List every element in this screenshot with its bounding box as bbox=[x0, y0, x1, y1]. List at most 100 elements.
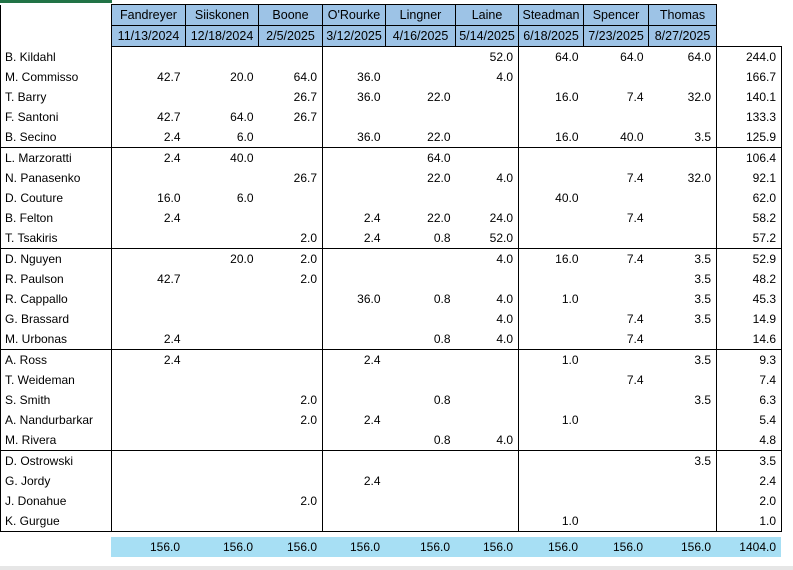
value-cell[interactable]: 3.5 bbox=[648, 248, 717, 269]
value-cell[interactable] bbox=[386, 309, 456, 329]
row-total-cell[interactable]: 7.4 bbox=[716, 370, 782, 390]
column-total-cell[interactable]: 156.0 bbox=[222, 540, 253, 554]
value-cell[interactable]: 64.0 bbox=[555, 50, 579, 64]
row-total-cell[interactable]: 5.4 bbox=[716, 410, 782, 430]
value-cell[interactable]: 64.0 bbox=[258, 67, 323, 87]
column-date-siiskonen[interactable]: 12/18/2024 bbox=[185, 25, 259, 47]
value-cell[interactable] bbox=[112, 370, 186, 390]
row-label-cell[interactable]: G. Brassard bbox=[0, 309, 112, 329]
value-cell[interactable] bbox=[258, 349, 323, 370]
value-cell[interactable] bbox=[258, 471, 323, 491]
value-cell[interactable] bbox=[584, 390, 649, 410]
row-label-cell[interactable]: D. Couture bbox=[0, 188, 112, 208]
row-total-cell[interactable]: 140.1 bbox=[716, 87, 782, 107]
value-cell[interactable]: 22.0 bbox=[385, 127, 456, 148]
row-total-cell[interactable]: 244.0 bbox=[716, 46, 782, 67]
value-cell[interactable] bbox=[111, 511, 186, 532]
row-total-cell[interactable]: 52.9 bbox=[716, 248, 782, 269]
value-cell[interactable] bbox=[455, 188, 519, 208]
value-cell[interactable]: 1.0 bbox=[561, 353, 579, 367]
value-cell[interactable]: 64.0 bbox=[427, 151, 451, 165]
row-label-cell[interactable]: F. Santoni bbox=[0, 107, 112, 127]
value-cell[interactable] bbox=[186, 87, 259, 107]
row-total-cell[interactable]: 14.9 bbox=[716, 309, 782, 329]
grand-total-cell[interactable]: 1404.0 bbox=[739, 540, 776, 554]
row-label-cell[interactable]: B. Secino bbox=[0, 127, 112, 148]
value-cell[interactable] bbox=[186, 269, 259, 289]
value-cell[interactable] bbox=[112, 87, 186, 107]
value-cell[interactable]: 4.0 bbox=[455, 248, 519, 269]
value-cell[interactable]: 16.0 bbox=[518, 127, 584, 148]
column-date-fandreyer[interactable]: 11/13/2024 bbox=[111, 25, 186, 47]
value-cell[interactable] bbox=[258, 127, 323, 148]
value-cell[interactable] bbox=[186, 350, 259, 371]
value-cell[interactable] bbox=[323, 269, 386, 289]
value-cell[interactable] bbox=[258, 46, 323, 67]
value-cell[interactable] bbox=[323, 390, 386, 410]
row-label-cell[interactable]: B. Felton bbox=[0, 208, 112, 228]
value-cell[interactable] bbox=[258, 511, 323, 532]
value-cell[interactable]: 2.4 bbox=[111, 127, 186, 148]
value-cell[interactable]: 2.0 bbox=[258, 248, 323, 269]
value-cell[interactable]: 64.0 bbox=[648, 46, 717, 67]
value-cell[interactable] bbox=[386, 47, 456, 68]
value-cell[interactable] bbox=[519, 269, 584, 289]
value-cell[interactable]: 2.4 bbox=[363, 413, 381, 427]
column-total-cell[interactable]: 156.0 bbox=[547, 540, 578, 554]
value-cell[interactable]: 4.0 bbox=[455, 289, 519, 309]
value-cell[interactable] bbox=[648, 147, 717, 168]
value-cell[interactable] bbox=[186, 410, 259, 430]
value-cell[interactable] bbox=[258, 309, 323, 329]
value-cell[interactable]: 0.8 bbox=[385, 329, 456, 350]
value-cell[interactable]: 64.0 bbox=[620, 50, 644, 64]
value-cell[interactable]: 7.4 bbox=[626, 171, 644, 185]
column-date-lingner[interactable]: 4/16/2025 bbox=[385, 25, 456, 47]
value-cell[interactable] bbox=[583, 511, 649, 532]
column-date-thomas[interactable]: 8/27/2025 bbox=[648, 25, 717, 47]
value-cell[interactable] bbox=[584, 107, 649, 127]
value-cell[interactable] bbox=[648, 107, 717, 127]
value-cell[interactable] bbox=[386, 370, 456, 390]
value-cell[interactable] bbox=[584, 491, 649, 511]
value-cell[interactable] bbox=[322, 329, 386, 350]
value-cell[interactable] bbox=[455, 269, 519, 289]
value-cell[interactable] bbox=[519, 471, 584, 491]
value-cell[interactable] bbox=[186, 289, 259, 309]
value-cell[interactable]: 42.7 bbox=[157, 70, 181, 84]
value-cell[interactable] bbox=[186, 370, 259, 390]
value-cell[interactable]: 3.5 bbox=[648, 309, 717, 329]
value-cell[interactable] bbox=[455, 491, 519, 511]
value-cell[interactable]: 4.0 bbox=[455, 309, 519, 329]
value-cell[interactable] bbox=[323, 309, 386, 329]
row-label-cell[interactable]: N. Panasenko bbox=[0, 168, 112, 188]
value-cell[interactable] bbox=[648, 208, 717, 228]
value-cell[interactable] bbox=[111, 228, 186, 249]
value-cell[interactable]: 52.0 bbox=[455, 228, 519, 249]
value-cell[interactable]: 32.0 bbox=[648, 87, 717, 107]
value-cell[interactable] bbox=[584, 148, 649, 169]
value-cell[interactable]: 1.0 bbox=[561, 292, 579, 306]
row-label-cell[interactable]: L. Marzoratti bbox=[0, 147, 112, 168]
value-cell[interactable] bbox=[518, 329, 584, 350]
value-cell[interactable]: 20.0 bbox=[230, 252, 254, 266]
value-cell[interactable] bbox=[112, 309, 186, 329]
row-label-cell[interactable]: M. Urbonas bbox=[0, 329, 112, 350]
value-cell[interactable]: 1.0 bbox=[518, 511, 584, 532]
value-cell[interactable] bbox=[648, 471, 717, 491]
value-cell[interactable] bbox=[386, 471, 456, 491]
value-cell[interactable]: 2.0 bbox=[258, 410, 323, 430]
value-cell[interactable]: 16.0 bbox=[555, 252, 579, 266]
row-label-cell[interactable]: R. Paulson bbox=[0, 269, 112, 289]
value-cell[interactable]: 22.0 bbox=[427, 90, 451, 104]
value-cell[interactable] bbox=[455, 370, 519, 390]
value-cell[interactable] bbox=[455, 471, 519, 491]
value-cell[interactable] bbox=[112, 249, 186, 270]
value-cell[interactable] bbox=[455, 147, 519, 168]
value-cell[interactable] bbox=[323, 249, 386, 270]
value-cell[interactable] bbox=[258, 188, 323, 208]
value-cell[interactable] bbox=[648, 329, 717, 350]
column-total-cell[interactable]: 156.0 bbox=[349, 540, 380, 554]
value-cell[interactable]: 42.7 bbox=[157, 110, 181, 124]
row-total-cell[interactable]: 2.0 bbox=[716, 491, 782, 511]
value-cell[interactable]: 4.0 bbox=[455, 168, 519, 188]
